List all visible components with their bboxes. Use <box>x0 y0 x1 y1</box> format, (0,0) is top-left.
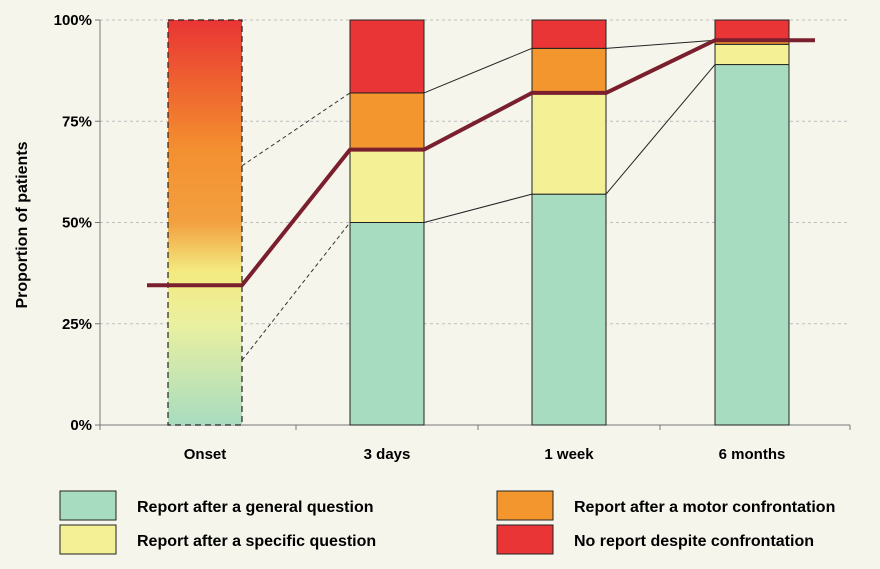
legend-label: No report despite confrontation <box>574 533 814 550</box>
y-tick-label: 0% <box>70 417 92 434</box>
cumulative-line-layer <box>147 38 815 288</box>
legend-label: Report after a general question <box>137 499 374 516</box>
bar-segment <box>714 64 790 426</box>
bar-segment <box>349 149 425 224</box>
connector-line <box>423 47 533 94</box>
bar-segment <box>349 19 425 94</box>
y-axis-title: Proportion of patients <box>14 141 31 308</box>
bars <box>167 19 790 426</box>
bar-segment <box>714 43 790 66</box>
legend-swatch <box>496 490 554 521</box>
connector-line <box>605 39 716 49</box>
onset-bar <box>167 19 243 426</box>
bar-segment <box>531 19 607 49</box>
legend-swatch <box>59 490 117 521</box>
bar-segment <box>349 222 425 426</box>
legend: Report after a general question Report af… <box>59 490 835 555</box>
connector-line <box>423 193 533 223</box>
cumulative-line <box>147 38 815 288</box>
connector-line <box>605 64 716 195</box>
bar-segment <box>531 92 607 195</box>
x-tick-label: 6 months <box>719 446 786 463</box>
legend-swatch <box>496 524 554 555</box>
tick-labels: 0% 25% 50% 75% 100% Onset 3 days 1 week 6 months <box>54 12 786 463</box>
connector-dashed <box>241 92 351 167</box>
bar-segment <box>531 47 607 94</box>
bar-segment <box>531 193 607 426</box>
x-tick-label: Onset <box>184 446 227 463</box>
legend-label: Report after a motor confrontation <box>574 499 835 516</box>
y-tick-label: 75% <box>62 113 92 130</box>
y-tick-label: 50% <box>62 215 92 232</box>
x-tick-label: 1 week <box>544 446 594 463</box>
y-tick-label: 100% <box>54 12 92 29</box>
bar-segment <box>714 19 790 41</box>
connector-dashed <box>241 222 351 361</box>
connector-lines <box>241 39 716 361</box>
x-tick-label: 3 days <box>364 446 411 463</box>
legend-label: Report after a specific question <box>137 533 376 550</box>
bar-segment <box>349 92 425 151</box>
legend-swatch <box>59 524 117 555</box>
y-tick-label: 25% <box>62 316 92 333</box>
